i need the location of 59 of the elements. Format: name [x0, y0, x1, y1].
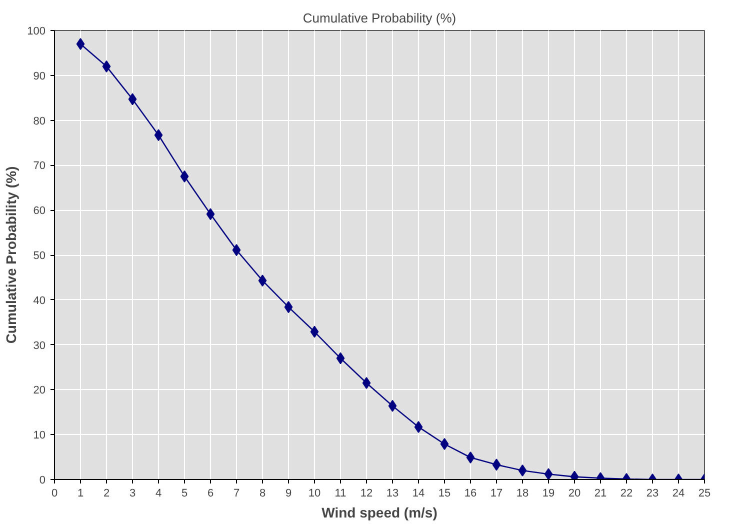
x-tick-label: 9	[285, 488, 292, 500]
point	[518, 464, 527, 477]
point	[154, 129, 163, 142]
point	[258, 274, 267, 287]
x-tick-label: 7	[233, 488, 240, 500]
point	[388, 400, 397, 412]
y-tick-label: 50	[33, 250, 46, 262]
x-tick-label: 10	[308, 488, 321, 500]
point	[128, 93, 137, 106]
point	[284, 301, 293, 314]
y-tick-label: 40	[33, 294, 46, 307]
x-tick-label: 23	[646, 488, 659, 500]
point	[440, 438, 449, 450]
x-tick-label: 19	[542, 488, 555, 500]
x-tick-label: 5	[181, 488, 188, 500]
y-tick-label: 90	[33, 70, 46, 82]
point	[336, 352, 345, 364]
x-tick-label: 24	[672, 488, 685, 500]
x-tick-label: 25	[698, 488, 711, 500]
x-axis-title: Wind speed (m/s)	[322, 504, 438, 520]
x-tick-label: 3	[129, 488, 136, 500]
y-tick-label: 30	[33, 340, 46, 352]
point	[362, 376, 371, 389]
x-tick-label: 2	[103, 488, 110, 500]
point	[466, 452, 475, 464]
y-tick-label: 80	[33, 115, 46, 128]
y-tick-label: 100	[27, 26, 46, 38]
x-tick-label: 22	[620, 488, 633, 500]
x-tick-label: 8	[259, 488, 266, 500]
x-tick-label: 1	[77, 488, 84, 500]
x-tick-label: 21	[594, 488, 607, 500]
y-tick-label: 70	[33, 160, 46, 172]
x-tick-label: 12	[360, 488, 373, 500]
point	[310, 326, 319, 338]
point	[544, 468, 553, 480]
point	[76, 38, 85, 50]
x-tick-label: 16	[464, 488, 477, 500]
point	[206, 208, 215, 220]
x-tick-label: 11	[334, 488, 346, 500]
x-tick-label: 20	[568, 488, 581, 500]
x-tick-label: 15	[438, 488, 451, 500]
y-tick-label: 20	[33, 384, 46, 397]
y-axis-title: Cumulative Probability (%)	[3, 166, 20, 344]
x-tick-label: 17	[490, 488, 503, 500]
point	[414, 420, 423, 433]
point	[102, 60, 111, 72]
x-tick-label: 14	[412, 488, 425, 500]
point	[492, 458, 501, 471]
point	[232, 244, 241, 256]
x-tick-label: 13	[386, 488, 399, 500]
x-tick-label: 4	[155, 488, 162, 500]
x-tick-label: 18	[516, 488, 529, 500]
x-tick-label: 6	[207, 488, 214, 500]
point	[180, 170, 189, 182]
chart-title: Cumulative Probability (%)	[302, 10, 456, 26]
x-tick-label: 0	[51, 488, 58, 500]
y-tick-label: 0	[39, 474, 46, 486]
y-tick-label: 10	[33, 430, 46, 442]
y-tick-label: 60	[33, 205, 46, 218]
